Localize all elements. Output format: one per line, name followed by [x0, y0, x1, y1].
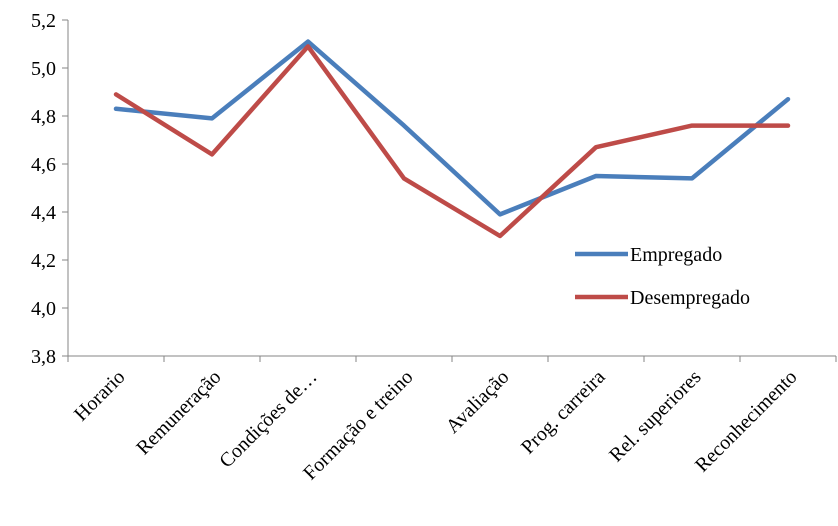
x-tick-label: Rel. superiores — [605, 366, 706, 467]
legend-label: Desempregado — [630, 287, 750, 309]
x-tick-label: Reconhecimento — [691, 366, 802, 477]
y-tick-label: 3,8 — [31, 346, 56, 368]
y-tick-label: 4,4 — [31, 202, 56, 224]
y-axis-ticks: 3,8 4,0 4,2 4,4 4,6 4,8 5,0 5,2 — [31, 10, 68, 368]
x-tick-label: Horario — [70, 366, 130, 426]
y-tick-label: 4,6 — [31, 154, 56, 176]
x-tick-label: Remuneração — [132, 366, 225, 459]
x-tick-label: Avaliação — [442, 366, 514, 438]
series-line-desempregado — [113, 44, 791, 239]
y-tick-label: 5,0 — [31, 58, 56, 80]
x-tick-label: Condições de… — [215, 366, 321, 472]
chart-legend: Empregado Desempregado — [575, 244, 750, 309]
y-tick-label: 5,2 — [31, 10, 56, 32]
y-tick-label: 4,0 — [31, 298, 56, 320]
y-tick-label: 4,2 — [31, 250, 56, 272]
series-line-empregado — [113, 39, 791, 217]
x-tick-label: Prog. carreira — [517, 366, 610, 459]
chart-series — [113, 39, 791, 239]
legend-label: Empregado — [630, 244, 722, 266]
y-tick-label: 4,8 — [31, 106, 56, 128]
